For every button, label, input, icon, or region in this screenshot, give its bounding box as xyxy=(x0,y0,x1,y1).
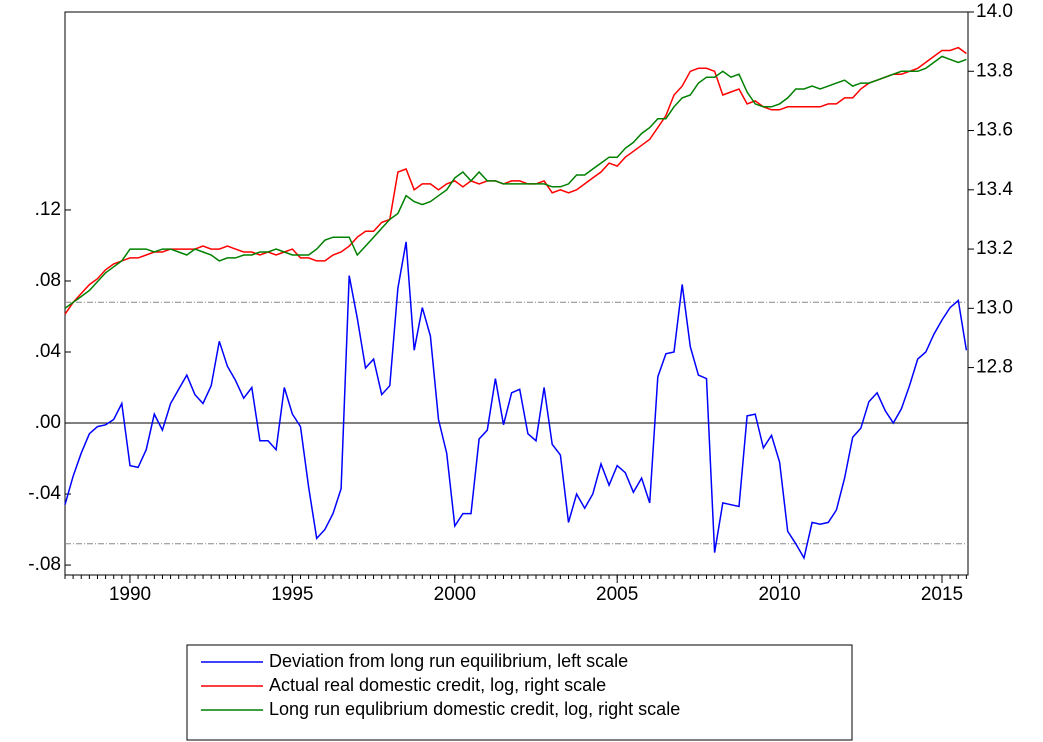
y-tick-label: .00 xyxy=(35,412,61,433)
y-tick-label: .04 xyxy=(35,341,62,362)
legend-box xyxy=(186,644,853,741)
x-tick-label: 2010 xyxy=(758,584,800,605)
x-tick-label: 2015 xyxy=(921,584,963,605)
y2-tick-label: 13.4 xyxy=(976,179,1013,200)
series-line xyxy=(64,46,967,315)
y2-tick-label: 13.6 xyxy=(976,120,1013,141)
legend: Deviation from long run equilibrium, lef… xyxy=(186,644,853,741)
y2-tick-label: 14.0 xyxy=(976,1,1013,22)
series-line xyxy=(64,241,968,561)
y2-tick-label: 12.8 xyxy=(976,357,1013,378)
y2-tick-label: 13.2 xyxy=(976,238,1013,259)
y-tick-label: .12 xyxy=(35,199,61,220)
series-line xyxy=(64,55,967,309)
x-tick-label: 1990 xyxy=(109,584,151,605)
y-tick-label: -.08 xyxy=(28,554,61,575)
y2-tick-label: 13.0 xyxy=(976,297,1013,318)
legend-label: Long run equlibrium domestic credit, log… xyxy=(269,699,680,719)
y2-tick-label: 13.8 xyxy=(976,60,1013,81)
y-tick-label: -.04 xyxy=(28,483,61,504)
x-tick-label: 1995 xyxy=(271,584,313,605)
legend-label: Deviation from long run equilibrium, lef… xyxy=(269,651,628,671)
plot-frame xyxy=(64,11,969,576)
y-tick-label: .08 xyxy=(35,270,61,291)
x-tick-label: 2000 xyxy=(434,584,476,605)
legend-label: Actual real domestic credit, log, right … xyxy=(269,675,606,695)
x-tick-label: 2005 xyxy=(596,584,638,605)
